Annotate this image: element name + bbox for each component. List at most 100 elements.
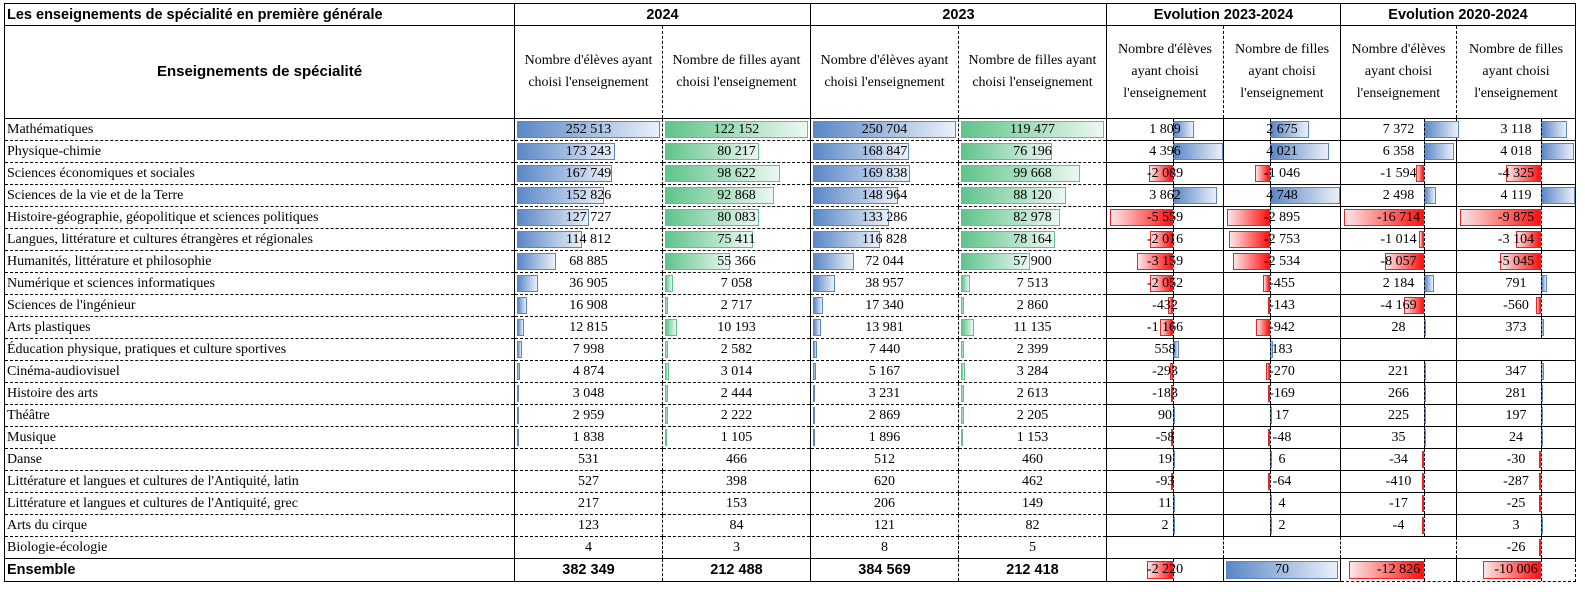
bar-axis-line bbox=[1173, 251, 1174, 272]
cell-2024-girls: 3 bbox=[662, 536, 811, 559]
cell-value: 4 748 bbox=[1266, 187, 1298, 203]
cell-value: 2 582 bbox=[720, 341, 753, 357]
students-count-bar bbox=[517, 143, 616, 160]
row-label: Danse bbox=[4, 448, 515, 471]
students-count-bar bbox=[813, 341, 818, 358]
cell-value: -64 bbox=[1272, 473, 1292, 489]
negative-change-bar bbox=[1137, 253, 1173, 270]
cell-2023-girls: 2 613 bbox=[958, 382, 1107, 405]
bar-axis-line bbox=[1270, 449, 1271, 470]
cell-2023-girls: 76 196 bbox=[958, 140, 1107, 163]
table-title: Les enseignements de spécialité en premi… bbox=[4, 3, 515, 26]
cell-value: 80 083 bbox=[717, 209, 756, 225]
cell-value: 217 bbox=[578, 495, 599, 511]
cell-evol2324-girls: -455 bbox=[1223, 272, 1341, 295]
cell-2023-students: 1 896 bbox=[810, 426, 959, 449]
cell-2023-students: 250 704 bbox=[810, 118, 959, 141]
total-cell-2023-students: 384 569 bbox=[810, 558, 959, 582]
cell-2024-girls: 7 058 bbox=[662, 272, 811, 295]
cell-evol2324-girls bbox=[1223, 536, 1341, 559]
cell-value: -942 bbox=[1269, 319, 1295, 335]
total-value: 212 488 bbox=[710, 562, 763, 578]
table-row: Histoire des arts 3 048 2 444 3 231 2 613 -18… bbox=[4, 382, 1576, 405]
cell-evol2324-girls: -942 bbox=[1223, 316, 1341, 339]
negative-change-bar bbox=[1227, 209, 1270, 226]
cell-value: -48 bbox=[1272, 429, 1292, 445]
cell-value: -287 bbox=[1503, 473, 1529, 489]
students-count-bar bbox=[813, 275, 836, 292]
total-value: -10 006 bbox=[1494, 562, 1538, 577]
students-count-bar bbox=[813, 231, 880, 248]
positive-change-bar bbox=[1541, 121, 1567, 138]
negative-change-bar bbox=[1538, 473, 1541, 490]
cell-value: 2 184 bbox=[1382, 275, 1415, 291]
cell-evol2324-girls: 6 bbox=[1223, 448, 1341, 471]
cell-evol2324-students: -2 052 bbox=[1106, 272, 1224, 295]
bar-axis-line bbox=[1270, 515, 1271, 536]
bar-axis-line bbox=[1541, 229, 1542, 250]
negative-change-bar bbox=[1422, 495, 1424, 512]
cell-2024-students: 12 815 bbox=[514, 316, 663, 339]
cell-value: 791 bbox=[1505, 275, 1527, 291]
cell-value: -183 bbox=[1152, 385, 1178, 401]
negative-change-bar bbox=[1266, 363, 1270, 380]
cell-2023-girls: 82 bbox=[958, 514, 1107, 537]
cell-value: 1 105 bbox=[720, 429, 753, 445]
cell-evol2324-students: -1 166 bbox=[1106, 316, 1224, 339]
cell-evol2324-girls: -2 534 bbox=[1223, 250, 1341, 273]
cell-value: 24 bbox=[1509, 429, 1523, 445]
cell-value: 252 513 bbox=[565, 121, 612, 137]
cell-2024-girls: 80 083 bbox=[662, 206, 811, 229]
cell-value: 99 668 bbox=[1013, 165, 1052, 181]
cell-2024-students: 16 908 bbox=[514, 294, 663, 317]
table-body: Mathématiques 252 513 122 152 250 704 119 47… bbox=[4, 118, 1576, 582]
total-value: 384 569 bbox=[858, 562, 911, 578]
negative-change-bar bbox=[1268, 429, 1270, 446]
girls-count-bar bbox=[665, 231, 754, 248]
girls-count-bar bbox=[665, 341, 669, 358]
cell-evol2024-students: 2 498 bbox=[1340, 184, 1457, 207]
bar-axis-line bbox=[1270, 119, 1271, 140]
students-count-bar bbox=[517, 385, 519, 402]
cell-2024-girls: 2 222 bbox=[662, 404, 811, 427]
cell-value: -34 bbox=[1389, 451, 1408, 467]
girls-count-bar bbox=[665, 319, 677, 336]
negative-change-bar bbox=[1263, 275, 1270, 292]
cell-value: -410 bbox=[1385, 473, 1412, 489]
row-label: Humanités, littérature et philosophie bbox=[4, 250, 515, 273]
cell-value: 398 bbox=[726, 473, 747, 489]
cell-evol2324-students: 3 862 bbox=[1106, 184, 1224, 207]
cell-value: 84 bbox=[729, 517, 744, 533]
cell-value: 558 bbox=[1154, 341, 1176, 357]
cell-value: 2 860 bbox=[1016, 297, 1049, 313]
cell-evol2024-girls: -560 bbox=[1456, 294, 1576, 317]
total-value: 212 418 bbox=[1006, 562, 1059, 578]
cell-evol2324-students: -183 bbox=[1106, 382, 1224, 405]
cell-evol2024-students: -410 bbox=[1340, 470, 1457, 493]
bar-axis-line bbox=[1270, 405, 1271, 426]
negative-change-bar bbox=[1344, 209, 1424, 226]
positive-change-bar bbox=[1424, 143, 1455, 160]
cell-value: 7 513 bbox=[1016, 275, 1049, 291]
cell-2023-girls: 1 153 bbox=[958, 426, 1107, 449]
negative-change-bar bbox=[1422, 473, 1424, 490]
cell-value: -2 895 bbox=[1263, 209, 1301, 225]
negative-change-bar bbox=[1539, 495, 1541, 512]
cell-value: -3 104 bbox=[1497, 231, 1535, 247]
negative-change-bar bbox=[1349, 561, 1424, 579]
girls-count-bar bbox=[665, 407, 668, 424]
cell-2023-girls: 149 bbox=[958, 492, 1107, 515]
bar-axis-line bbox=[1541, 207, 1542, 228]
students-count-bar bbox=[813, 319, 821, 336]
cell-value: 88 120 bbox=[1013, 187, 1052, 203]
students-count-bar bbox=[517, 209, 590, 226]
cell-2023-girls: 11 135 bbox=[958, 316, 1107, 339]
bar-axis-line bbox=[1424, 317, 1425, 338]
cell-evol2024-girls: 4 119 bbox=[1456, 184, 1576, 207]
cell-value: 1 896 bbox=[868, 429, 901, 445]
cell-evol2024-girls: 197 bbox=[1456, 404, 1576, 427]
bar-axis-line bbox=[1424, 361, 1425, 382]
cell-value: 90 bbox=[1158, 407, 1172, 423]
row-label: Histoire des arts bbox=[4, 382, 515, 405]
total-value: 382 349 bbox=[562, 562, 615, 578]
